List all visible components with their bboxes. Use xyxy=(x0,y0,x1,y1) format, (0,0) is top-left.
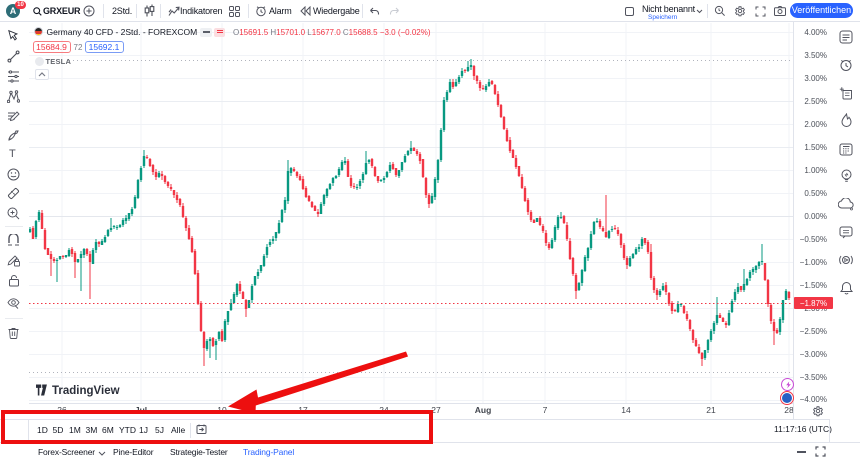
svg-text:TradingView: TradingView xyxy=(52,385,120,397)
